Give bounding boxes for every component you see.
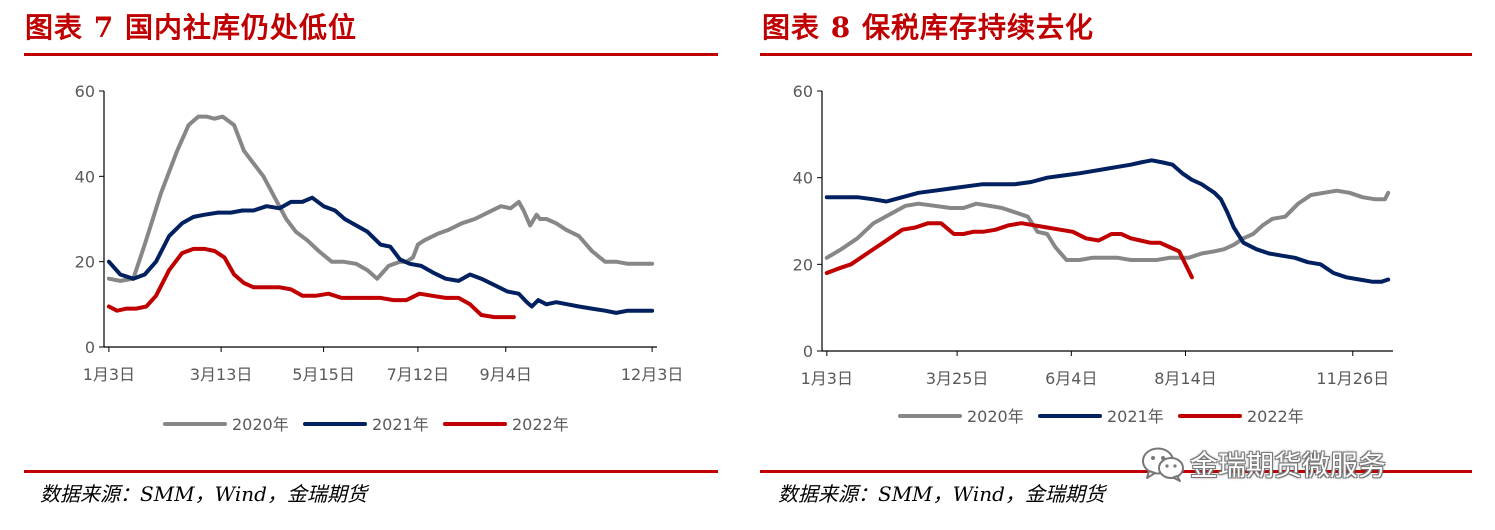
data-source: 数据来源：SMM，Wind，金瑞期货 <box>40 482 367 506</box>
x-tick-label: 8月14日 <box>1154 369 1217 388</box>
x-tick-label: 1月3日 <box>83 365 135 384</box>
x-tick-label: 7月12日 <box>387 365 450 384</box>
watermark-text: 金瑞期货微服务 <box>1190 449 1387 482</box>
series-line-2022年 <box>824 221 1194 280</box>
x-tick-label: 9月4日 <box>480 365 532 384</box>
series-line-2021年 <box>824 158 1391 284</box>
chart-panel-2: 图表 8 保税库存持续去化 0 20 40 60 1月3日 3月25日 6月4日 8月14日 1… <box>740 0 1495 530</box>
y-tick-label: 20 <box>793 255 813 274</box>
source-divider <box>24 470 718 473</box>
x-tick-label: 3月25日 <box>926 369 989 388</box>
series-line-2022年 <box>106 246 516 320</box>
chart-panel-1: 图表 7 国内社库仍处低位 0 20 40 60 1月3日 3月13日 5月15日 7月12日… <box>0 0 740 530</box>
series-line-2021年 <box>106 195 655 315</box>
data-source: 数据来源：SMM，Wind，金瑞期货 <box>778 482 1105 506</box>
line-chart-social-inventory: 0 20 40 60 1月3日 3月13日 5月15日 7月12日 9月4日 12月3日 2020年… <box>75 82 684 434</box>
y-tick-label: 40 <box>793 169 813 188</box>
y-tick-label: 0 <box>803 342 813 361</box>
wechat-icon <box>1142 447 1184 482</box>
title-divider <box>24 53 718 56</box>
y-tick-label: 0 <box>85 338 95 357</box>
legend-label: 2021年 <box>372 415 429 434</box>
x-tick-label: 3月13日 <box>190 365 253 384</box>
x-tick-label: 1月3日 <box>801 369 853 388</box>
y-tick-label: 20 <box>75 253 95 272</box>
legend-label: 2022年 <box>512 415 569 434</box>
y-tick-label: 40 <box>75 167 95 186</box>
legend-label: 2020年 <box>967 407 1024 426</box>
title-divider <box>760 53 1472 56</box>
y-tick-label: 60 <box>793 82 813 101</box>
legend-label: 2022年 <box>1247 407 1304 426</box>
source-divider <box>760 470 1472 473</box>
series-line-2020年 <box>106 114 655 283</box>
chart-title: 图表 8 保税库存持续去化 <box>762 11 1094 44</box>
x-tick-label: 12月3日 <box>621 365 684 384</box>
legend-label: 2021年 <box>1107 407 1164 426</box>
x-tick-label: 5月15日 <box>292 365 355 384</box>
legend-label: 2020年 <box>232 415 289 434</box>
x-tick-label: 6月4日 <box>1045 369 1097 388</box>
chart-title: 图表 7 国内社库仍处低位 <box>25 11 357 44</box>
series-line-2020年 <box>824 188 1391 262</box>
x-tick-label: 11月26日 <box>1316 369 1389 388</box>
watermark: 金瑞期货微服务 <box>1140 441 1386 487</box>
line-chart-bonded-inventory: 0 20 40 60 1月3日 3月25日 6月4日 8月14日 11月26日 2020年 2021… <box>793 82 1393 426</box>
y-tick-label: 60 <box>75 82 95 101</box>
